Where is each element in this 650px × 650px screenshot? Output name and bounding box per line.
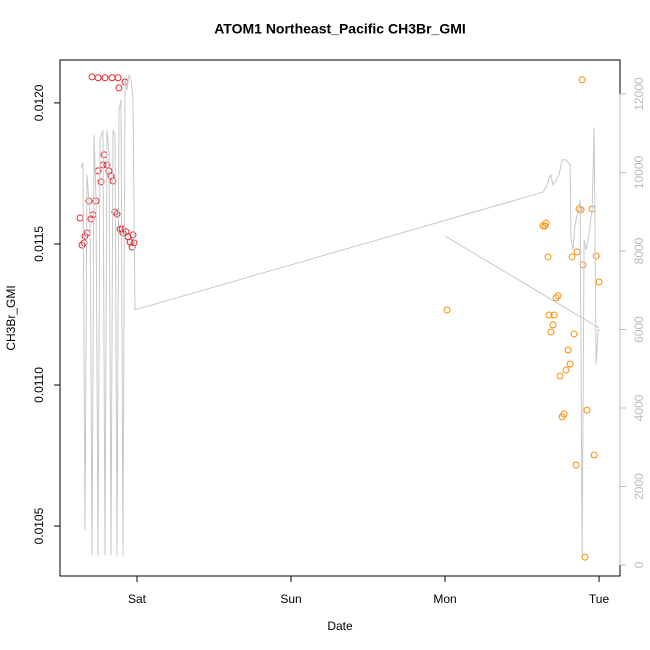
point — [128, 243, 136, 251]
point — [581, 553, 589, 561]
point — [119, 229, 127, 237]
point — [78, 241, 86, 249]
point — [562, 366, 570, 374]
y2-tick-label: 8000 — [632, 237, 646, 264]
y-axis-label: CH3Br_GMI — [4, 285, 18, 350]
point — [76, 214, 84, 222]
point — [568, 253, 576, 261]
point — [554, 292, 562, 300]
point — [556, 372, 564, 380]
point — [547, 328, 555, 336]
y2-tick-label: 6000 — [632, 316, 646, 343]
point — [545, 311, 553, 319]
plot-frame — [59, 59, 621, 577]
point — [578, 76, 586, 84]
point — [100, 151, 108, 159]
y-tick-label: 0.0115 — [32, 226, 46, 262]
point — [583, 406, 591, 414]
y2-tick-label: 2000 — [632, 473, 646, 500]
point — [101, 74, 109, 82]
y-tick-label: 0.0105 — [32, 507, 46, 544]
point — [572, 461, 580, 469]
point — [566, 360, 574, 368]
point — [129, 231, 137, 239]
point — [108, 74, 116, 82]
point — [88, 73, 96, 81]
point — [113, 210, 121, 218]
x-tick-label: Mon — [433, 592, 456, 606]
point — [590, 451, 598, 459]
point — [595, 278, 603, 286]
y2-tick-label: 4000 — [632, 394, 646, 421]
point — [592, 252, 600, 260]
x-tick-label: Sat — [128, 592, 147, 606]
x-tick-label: Sun — [280, 592, 301, 606]
point — [94, 74, 102, 82]
point — [97, 178, 105, 186]
point — [542, 219, 550, 227]
y-tick-label: 0.0110 — [32, 367, 46, 403]
point — [570, 330, 578, 338]
x-axis-label: Date — [327, 619, 353, 633]
point — [549, 321, 557, 329]
y2-tick-label: 0 — [632, 561, 646, 568]
point — [544, 253, 552, 261]
line — [80, 74, 600, 556]
chart-title: ATOM1 Northeast_Pacific CH3Br_GMI — [214, 21, 466, 37]
y2-tick-label: 12000 — [632, 77, 646, 111]
point — [443, 306, 451, 314]
point — [573, 248, 581, 256]
x-tick-label: Tue — [589, 592, 610, 606]
point — [550, 311, 558, 319]
point — [114, 74, 122, 82]
point — [560, 410, 568, 418]
y2-tick-label: 10000 — [632, 155, 646, 189]
point — [564, 346, 572, 354]
y-tick-label: 0.0120 — [32, 84, 46, 121]
point — [552, 294, 560, 302]
point — [115, 84, 123, 92]
